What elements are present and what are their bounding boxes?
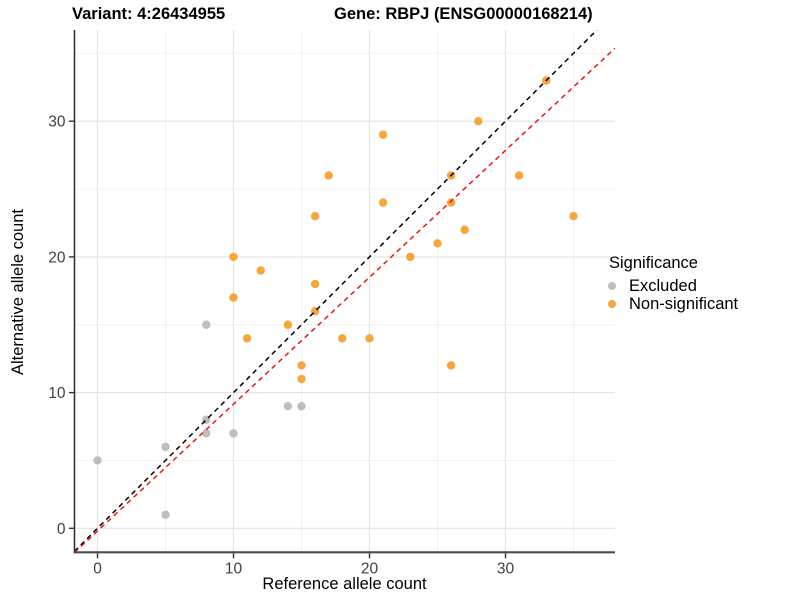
data-point-non-significant: [310, 211, 320, 221]
data-point-excluded: [93, 456, 102, 465]
x-axis-title: Reference allele count: [262, 575, 427, 593]
data-point-non-significant: [569, 211, 578, 221]
fit-line: [74, 47, 615, 553]
data-point-excluded: [297, 401, 306, 411]
legend-key-nonsignificant-icon: [608, 300, 616, 308]
data-point-non-significant: [297, 361, 306, 370]
legend-item-label: Non-significant: [629, 294, 739, 313]
y-tick-label: 20: [48, 249, 66, 266]
data-point-non-significant: [229, 293, 238, 302]
identity-line: [74, 30, 598, 552]
y-tick-label: 0: [57, 521, 66, 538]
y-tick-label: 10: [48, 385, 66, 402]
data-point-non-significant: [460, 225, 469, 234]
data-point-excluded: [161, 510, 170, 519]
x-tick-label: 0: [93, 560, 102, 577]
data-point-non-significant: [378, 198, 388, 207]
data-point-excluded: [202, 429, 211, 438]
data-point-non-significant: [514, 171, 524, 180]
data-point-non-significant: [474, 117, 483, 126]
y-tick-label: 30: [48, 114, 66, 131]
legend-key-excluded-icon: [608, 282, 616, 290]
legend-item-excluded: Excluded: [605, 277, 795, 295]
data-point-non-significant: [446, 361, 456, 370]
y-axis-title: Alternative allele count: [9, 209, 27, 376]
data-point-non-significant: [297, 374, 306, 384]
data-point-non-significant: [283, 320, 293, 329]
data-point-non-significant: [242, 334, 252, 343]
x-tick-label: 20: [361, 560, 379, 577]
data-point-non-significant: [433, 239, 442, 248]
data-point-excluded: [283, 401, 293, 411]
data-point-non-significant: [378, 130, 388, 139]
data-point-excluded: [161, 442, 170, 452]
legend-item-label: Excluded: [629, 276, 697, 295]
data-point-excluded: [229, 429, 238, 438]
data-point-excluded: [202, 320, 211, 329]
data-point-non-significant: [365, 334, 374, 343]
gene-title: Gene: RBPJ (ENSG00000168214): [334, 5, 593, 23]
data-point-non-significant: [324, 171, 333, 180]
data-point-non-significant: [256, 266, 265, 275]
data-point-non-significant: [338, 334, 347, 343]
legend: Significance Excluded Non-significant: [605, 252, 795, 313]
data-point-non-significant: [310, 279, 320, 289]
legend-title: Significance: [609, 254, 698, 272]
data-point-non-significant: [406, 252, 415, 262]
variant-title: Variant: 4:26434955: [72, 5, 226, 23]
x-tick-label: 10: [225, 560, 243, 577]
data-point-non-significant: [229, 252, 238, 262]
x-tick-label: 30: [497, 560, 515, 577]
legend-item-nonsignificant: Non-significant: [605, 295, 795, 313]
data-point-non-significant: [446, 198, 456, 207]
